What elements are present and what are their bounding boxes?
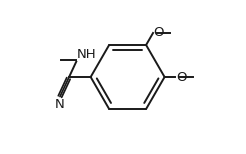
Text: O: O — [176, 71, 186, 83]
Text: N: N — [54, 98, 64, 111]
Text: O: O — [154, 26, 164, 39]
Text: NH: NH — [77, 48, 96, 61]
